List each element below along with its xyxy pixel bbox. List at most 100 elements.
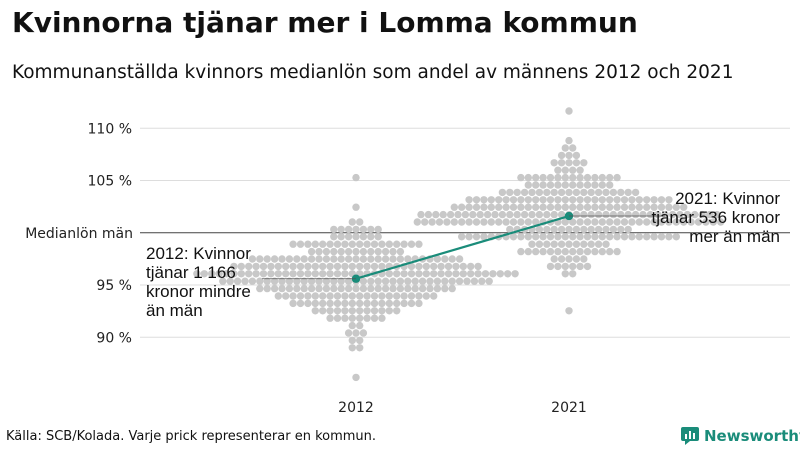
annotation-line: kronor mindre [146,282,251,301]
data-point [546,173,555,182]
data-point [415,240,423,248]
data-point [628,196,636,204]
data-point [344,255,353,263]
data-point [580,210,588,219]
data-point [691,210,699,219]
data-point [535,240,544,248]
data-point [393,270,401,278]
data-point [315,247,323,256]
grid-layer: 90 % 95 % Medianlön män 105 % 110 % 2012 2021 [25,121,790,416]
data-point [698,210,706,219]
data-point [330,277,338,285]
data-point [374,225,382,234]
data-point [326,307,334,315]
data-point [341,292,349,300]
data-point [426,284,434,293]
data-point [370,292,379,300]
data-point [344,233,353,241]
data-point [532,218,540,226]
data-point [535,225,544,234]
data-point [594,188,603,197]
data-point [557,151,566,160]
annotation-line: 2012: Kvinnor [146,244,251,263]
data-point [352,233,360,241]
data-point [546,196,555,204]
data-point [565,307,573,315]
data-point [441,277,449,285]
data-point [609,188,618,197]
data-point [509,203,518,211]
data-point [359,284,368,293]
data-point [502,203,510,211]
data-point [452,262,460,271]
data-point [337,225,345,234]
data-point [407,270,416,278]
data-point [472,203,481,211]
data-point [393,292,401,300]
data-point [385,240,393,248]
data-point [270,277,279,285]
data-point [517,173,525,182]
data-point [441,284,449,293]
data-point [602,210,610,219]
data-point [624,188,632,197]
data-point [550,159,558,167]
data-point [193,270,201,278]
data-point [565,240,573,248]
data-point [554,196,562,204]
data-point [367,247,375,256]
data-point [400,240,408,248]
data-point [363,240,371,248]
data-point [270,284,279,293]
data-point [591,247,599,256]
data-point [587,225,595,234]
data-point [480,196,488,204]
data-point [424,210,433,219]
data-point [583,181,592,189]
data-point [278,277,286,285]
data-point [252,270,260,278]
data-point [356,321,364,330]
data-point [517,247,525,256]
data-point [363,262,371,271]
data-point [709,218,717,226]
data-point [359,225,368,234]
data-point [498,188,507,197]
data-point [561,196,569,204]
data-point [478,277,486,285]
data-point [665,218,673,226]
data-point [572,188,581,197]
data-point [241,277,249,285]
data-point [396,247,405,256]
data-point [230,270,238,278]
data-point [319,240,327,248]
data-point [576,262,584,271]
data-point [565,255,573,263]
data-point [643,196,651,204]
data-point [717,218,725,226]
data-point [367,284,375,293]
data-point [370,240,379,248]
data-point [628,233,636,241]
data-point [381,284,390,293]
source-note: Källa: SCB/Kolada. Varje prick represent… [6,429,377,444]
data-point [613,196,621,204]
data-point [557,255,566,263]
data-point [315,255,323,263]
data-point [389,247,397,256]
data-point [289,240,297,248]
data-point [687,218,695,226]
data-point [643,218,651,226]
data-point [378,314,386,322]
newsworthy-icon [681,427,699,445]
data-point [378,299,386,308]
data-point [713,210,721,219]
data-point [606,203,614,211]
data-point [683,210,692,219]
data-point [557,159,566,167]
data-point [587,188,595,197]
data-point [665,203,673,211]
data-point [415,292,423,300]
data-point [326,299,334,308]
data-point [554,203,562,211]
